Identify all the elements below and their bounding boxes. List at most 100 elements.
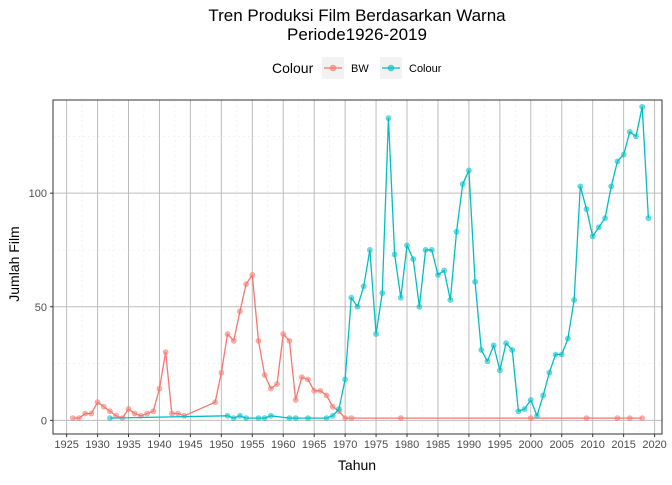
x-tick-label: 1980: [395, 439, 419, 451]
x-tick-label: 2005: [549, 439, 573, 451]
x-tick-label: 1960: [271, 439, 295, 451]
data-point-colour: [373, 331, 379, 337]
data-point-colour: [286, 415, 293, 421]
data-point-colour: [428, 247, 435, 253]
legend-title: Colour: [272, 60, 314, 76]
data-point-colour: [391, 251, 398, 258]
x-tick-label: 1990: [457, 439, 481, 451]
data-point-bw: [267, 385, 274, 392]
data-point-colour: [323, 415, 330, 421]
data-point-bw: [125, 406, 132, 412]
data-point-colour: [509, 347, 516, 353]
chart-title: Tren Produksi Film Berdasarkan Warna: [208, 6, 506, 25]
data-point-colour: [224, 412, 231, 419]
data-point-bw: [305, 376, 311, 383]
data-point-bw: [181, 412, 188, 419]
data-point-colour: [589, 233, 596, 240]
legend-marker-colour: [387, 64, 395, 72]
x-tick-label: 1935: [116, 439, 140, 451]
legend-marker-bw: [329, 64, 337, 72]
data-point-colour: [379, 290, 386, 297]
data-point-bw: [317, 387, 324, 394]
data-point-colour: [614, 158, 621, 165]
data-point-bw: [329, 403, 336, 410]
data-point-colour: [255, 415, 262, 421]
data-point-colour: [620, 151, 627, 158]
x-tick-label: 1925: [54, 439, 78, 451]
data-point-colour: [230, 415, 237, 421]
data-point-colour: [608, 183, 615, 190]
data-point-colour: [540, 392, 547, 399]
data-point-colour: [422, 247, 429, 253]
series-line-colour: [109, 106, 650, 419]
chart-subtitle: Periode1926-2019: [287, 25, 427, 44]
x-tick-label: 1985: [426, 439, 450, 451]
data-point-colour: [527, 397, 534, 403]
y-tick-label: 100: [29, 188, 47, 200]
data-point-colour: [602, 215, 608, 222]
data-point-colour: [305, 415, 311, 421]
data-point-colour: [645, 215, 652, 222]
plot-area: 1925 1930 1935 1940 1945 1950 1955 1960 1965 1970…: [29, 99, 667, 451]
data-point-colour: [410, 256, 417, 262]
data-point-bw: [639, 415, 646, 421]
x-tick-label: 1940: [147, 439, 171, 451]
x-tick-label: 1945: [178, 439, 202, 451]
data-point-colour: [565, 335, 571, 342]
data-point-colour: [552, 351, 559, 358]
x-tick-label: 1955: [240, 439, 264, 451]
x-tick-label: 1965: [302, 439, 326, 451]
data-point-colour: [490, 342, 497, 349]
data-point-bw: [261, 372, 268, 378]
data-point-bw: [212, 399, 219, 406]
data-point-colour: [366, 247, 373, 253]
data-point-bw: [614, 415, 621, 421]
legend-label-bw: BW: [351, 63, 369, 75]
data-point-colour: [534, 412, 540, 419]
data-point-bw: [168, 410, 175, 417]
data-point-colour: [521, 406, 528, 412]
data-point-colour: [385, 115, 392, 122]
legend: Colour BW Colour: [272, 57, 442, 79]
data-point-colour: [360, 283, 367, 290]
data-point-colour: [342, 376, 349, 383]
data-point-colour: [107, 415, 113, 421]
data-point-bw: [76, 415, 82, 421]
x-tick-label: 2015: [611, 439, 635, 451]
panel-border: [52, 99, 663, 435]
data-point-bw: [626, 415, 633, 421]
data-point-colour: [459, 181, 466, 187]
data-point-bw: [94, 399, 101, 406]
data-point-colour: [595, 224, 602, 231]
data-point-colour: [546, 369, 553, 376]
data-point-bw: [131, 410, 138, 417]
data-point-bw: [100, 403, 107, 410]
data-point-bw: [218, 369, 225, 376]
x-tick-label: 1995: [488, 439, 512, 451]
data-point-colour: [404, 242, 410, 249]
data-point-bw: [249, 272, 256, 278]
x-tick-label: 1970: [333, 439, 357, 451]
data-point-colour: [435, 272, 441, 278]
data-point-colour: [577, 183, 584, 190]
data-point-bw: [280, 331, 287, 337]
data-point-colour: [515, 408, 522, 415]
data-point-bw: [255, 337, 262, 344]
data-point-bw: [144, 410, 150, 417]
data-point-colour: [453, 228, 460, 235]
data-point-colour: [243, 415, 249, 421]
data-point-colour: [503, 340, 509, 347]
data-point-colour: [478, 347, 485, 353]
data-point-bw: [156, 385, 163, 392]
data-point-colour: [354, 303, 361, 310]
legend-label-colour: Colour: [409, 63, 442, 75]
data-point-colour: [558, 351, 565, 358]
data-point-bw: [527, 415, 534, 421]
data-point-bw: [397, 415, 404, 421]
data-point-bw: [348, 415, 355, 421]
data-point-bw: [342, 415, 349, 421]
y-axis-label: Jumlah Film: [6, 226, 22, 301]
data-point-bw: [162, 349, 169, 356]
data-point-colour: [261, 415, 268, 421]
